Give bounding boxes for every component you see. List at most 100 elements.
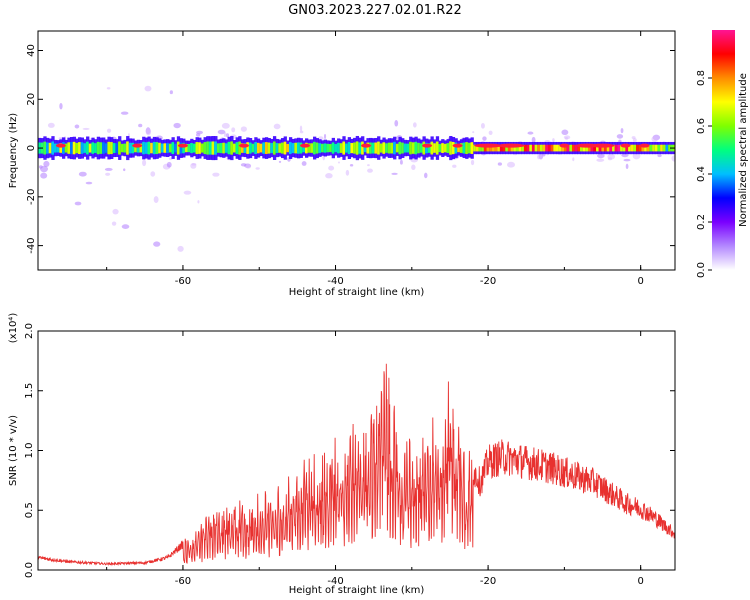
speckle	[273, 123, 281, 130]
y-tick-label: 20	[26, 93, 37, 106]
speckle	[43, 160, 50, 168]
x-tick-label: -20	[480, 276, 496, 287]
band-cell	[497, 144, 501, 152]
band-cell	[195, 142, 199, 155]
speckle	[74, 201, 82, 206]
speckle	[120, 111, 129, 115]
speckle	[177, 245, 184, 252]
speckle	[78, 171, 87, 177]
hot-spot	[422, 143, 433, 148]
band-cell	[596, 144, 600, 152]
band-cell	[104, 143, 109, 153]
band-cell	[510, 144, 514, 152]
speckle	[40, 172, 48, 179]
speckle	[552, 138, 555, 143]
band-cell	[176, 141, 181, 155]
band-cell	[206, 141, 210, 155]
band-cell	[142, 141, 146, 155]
x-tick-label: -60	[175, 576, 191, 587]
speckle	[112, 208, 119, 215]
hot-spot	[620, 143, 631, 148]
speckle	[142, 159, 147, 167]
speckle	[240, 126, 247, 132]
band-cell	[155, 142, 159, 155]
band-cell	[665, 144, 669, 152]
hot-spot	[55, 143, 66, 148]
band-cell	[609, 144, 613, 152]
band-cell	[337, 142, 341, 154]
hot-spot	[452, 143, 463, 148]
chart-title: GN03.2023.227.02.01.R22	[288, 3, 462, 18]
band-cell	[529, 144, 533, 152]
band-cell	[184, 143, 189, 153]
band-cell	[523, 144, 528, 152]
band-cell	[379, 143, 384, 153]
speckle	[318, 136, 324, 141]
colorbar-tick-label: 0.4	[696, 166, 707, 182]
speckle	[169, 90, 173, 95]
speckle	[367, 164, 370, 167]
speckle	[197, 200, 200, 204]
band-cell	[604, 144, 608, 152]
speckle	[597, 153, 605, 159]
band-cell	[240, 143, 245, 153]
band-cell	[353, 142, 357, 154]
hot-spot	[238, 143, 249, 148]
band-cell	[64, 143, 68, 153]
band-cell	[638, 144, 643, 152]
band-cell	[286, 143, 290, 153]
speckle	[150, 171, 156, 177]
band-cell	[296, 142, 301, 154]
band-cell	[441, 143, 445, 153]
band-cell	[555, 144, 560, 152]
band-cell	[612, 144, 616, 152]
hot-spot	[496, 143, 525, 148]
band-cell	[305, 142, 309, 154]
speckle	[144, 85, 152, 92]
speckle	[671, 155, 675, 162]
band-cell	[449, 141, 453, 155]
speckle	[620, 128, 624, 134]
band-cell	[582, 144, 586, 152]
y-tick-label: -20	[26, 189, 37, 205]
speckle	[607, 157, 613, 161]
band-cell	[144, 142, 149, 154]
speckle	[299, 125, 303, 132]
colorbar	[712, 30, 735, 270]
speckle	[423, 172, 428, 179]
band-cell	[507, 144, 512, 152]
band-cell	[128, 142, 133, 154]
band-cell	[232, 143, 237, 153]
band-cell	[539, 144, 544, 152]
band-cell	[355, 141, 360, 155]
band-cell	[657, 144, 661, 152]
band-cell	[411, 142, 416, 154]
speckle	[138, 123, 143, 128]
band-cell	[454, 142, 458, 154]
band-cell	[588, 144, 592, 152]
band-cell	[278, 143, 282, 153]
band-cell	[238, 141, 242, 155]
band-cell	[150, 142, 154, 154]
band-cell	[67, 142, 71, 154]
band-cell	[620, 144, 624, 152]
band-cell	[475, 144, 480, 152]
speckle	[367, 168, 373, 173]
speckle	[74, 124, 80, 129]
band-cell	[358, 142, 362, 154]
band-cell	[86, 141, 90, 155]
band-cell	[48, 142, 52, 154]
hot-spot	[590, 143, 615, 148]
band-cell	[72, 141, 76, 155]
x-axis-label: Height of straight line (km)	[289, 585, 425, 596]
band-cell	[347, 142, 351, 155]
band-cell	[96, 141, 101, 155]
band-cell	[299, 142, 303, 154]
band-cell	[99, 142, 103, 154]
speckle	[123, 168, 126, 172]
band-cell	[366, 142, 370, 154]
band-cell	[112, 143, 117, 154]
band-cell	[222, 142, 226, 154]
speckle	[323, 134, 327, 140]
